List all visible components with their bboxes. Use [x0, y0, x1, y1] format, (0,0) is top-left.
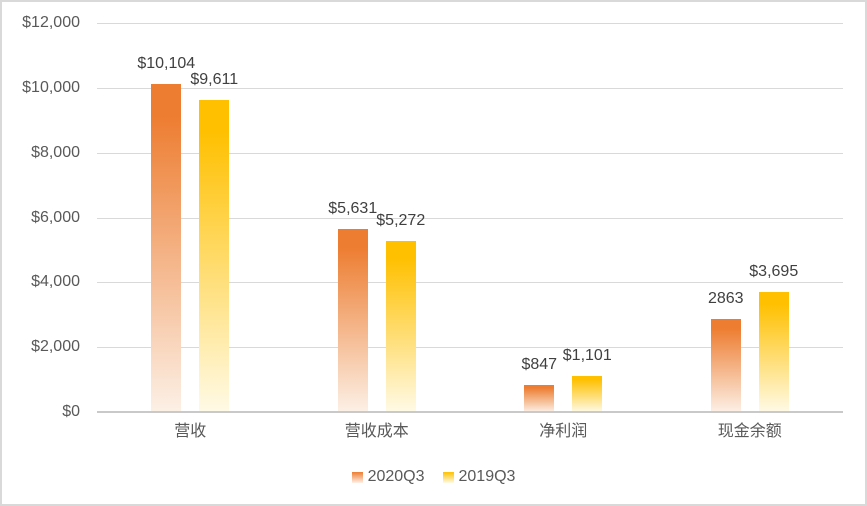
x-axis-category-label: 净利润: [539, 423, 588, 440]
gridline: [97, 87, 843, 89]
data-label: $5,631: [328, 200, 378, 218]
bar-2020Q3-营收成本[interactable]: [337, 229, 368, 412]
x-axis-category-label: 营收: [174, 423, 207, 440]
data-label: $847: [521, 355, 558, 373]
legend-swatch-icon: [351, 471, 363, 483]
bar-2020Q3-净利润[interactable]: [524, 384, 555, 412]
legend-swatch-icon: [442, 471, 454, 483]
gridline: [97, 23, 843, 24]
data-label: 2863: [707, 290, 744, 308]
bar-2020Q3-营收[interactable]: [151, 84, 182, 412]
data-label: $3,695: [749, 263, 799, 281]
legend-label: 2019Q3: [458, 468, 516, 485]
x-axis-line: [97, 411, 843, 413]
data-label: $1,101: [562, 347, 612, 365]
y-axis-tick-label: $0: [62, 403, 80, 420]
gridline: [97, 217, 843, 219]
data-label: $9,611: [190, 71, 239, 89]
x-axis-category-label: 营收成本: [344, 423, 409, 440]
x-axis-category-label: 现金余额: [717, 423, 782, 440]
bar-2019Q3-营收成本[interactable]: [385, 241, 416, 412]
legend: 2020Q3 2019Q3: [2, 468, 865, 486]
bar-2019Q3-净利润[interactable]: [572, 376, 603, 412]
gridline: [97, 152, 843, 154]
y-axis-tick-label: $10,000: [22, 78, 80, 96]
legend-item-2019Q3[interactable]: 2019Q3: [442, 468, 516, 486]
gridline: [97, 347, 843, 349]
y-axis-tick-label: $12,000: [22, 14, 80, 31]
y-axis-tick-label: $6,000: [31, 208, 80, 226]
legend-item-2020Q3[interactable]: 2020Q3: [351, 468, 425, 486]
data-label: $5,272: [376, 212, 426, 230]
bar-2019Q3-营收[interactable]: [199, 100, 230, 412]
y-axis-tick-label: $2,000: [31, 338, 80, 356]
bar-2020Q3-现金余额[interactable]: [710, 319, 741, 412]
gridline: [97, 282, 843, 284]
data-label: $10,104: [137, 55, 196, 73]
bar-2019Q3-现金余额[interactable]: [758, 292, 789, 412]
legend-label: 2020Q3: [367, 468, 425, 485]
y-axis-tick-label: $4,000: [31, 273, 80, 291]
y-axis-tick-label: $8,000: [31, 143, 80, 161]
